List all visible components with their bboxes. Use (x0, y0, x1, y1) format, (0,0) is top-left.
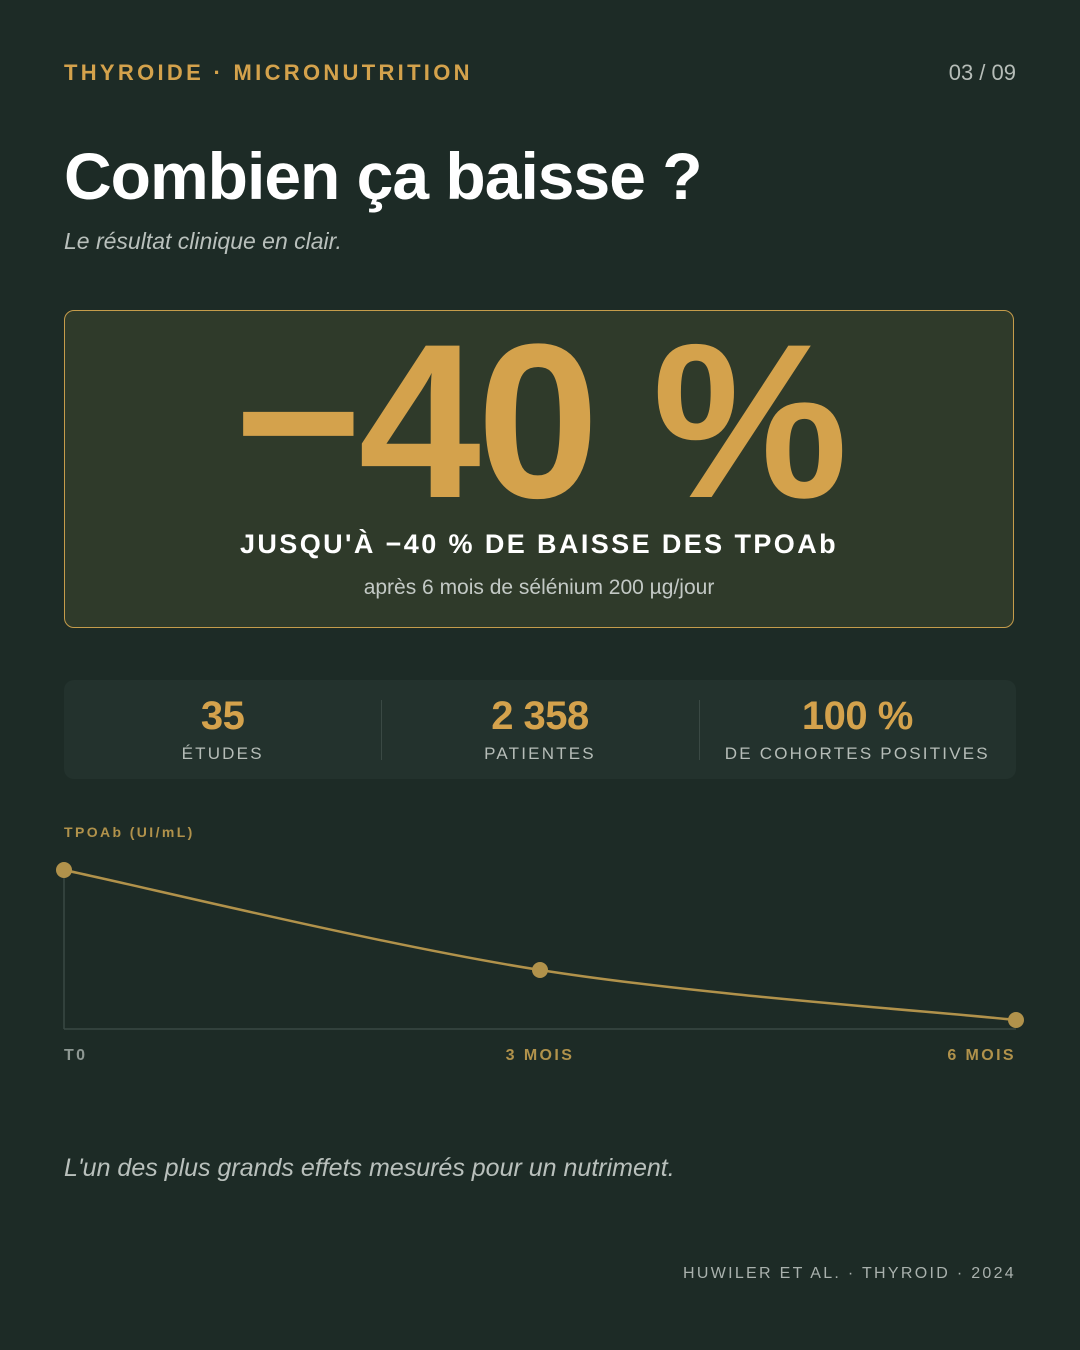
page-subtitle: Le résultat clinique en clair. (64, 228, 342, 254)
top-bar: THYROIDE · MICRONUTRITION 03 / 09 (64, 56, 1016, 90)
hero-card: −40 % JUSQU'À −40 % DE BAISSE DES TPOAb … (64, 310, 1014, 628)
category-kicker: THYROIDE · MICRONUTRITION (64, 60, 473, 85)
stat-label: PATIENTES (484, 744, 596, 763)
stats-strip: 35 ÉTUDES 2 358 PATIENTES 100 % DE COHOR… (64, 680, 1016, 779)
hero-headline: JUSQU'À −40 % DE BAISSE DES TPOAb (239, 529, 838, 559)
chart-point-3-mois (532, 962, 548, 978)
tpoab-line-chart: T0 3 MOIS 6 MOIS (56, 862, 1024, 1064)
chart-x-tick-label: 6 MOIS (947, 1047, 1016, 1064)
stat-label: ÉTUDES (181, 744, 264, 763)
chart-x-tick-label: T0 (64, 1047, 87, 1064)
stat-patients: 2 358 PATIENTES (381, 680, 698, 779)
stat-positive-cohorts: 100 % DE COHORTES POSITIVES (698, 680, 1016, 779)
closing-quote: L'un des plus grands effets mesurés pour… (64, 1154, 675, 1182)
chart-series-line (63, 868, 1017, 1022)
stat-value: 35 (200, 694, 245, 738)
chart-x-tick-label: 3 MOIS (506, 1047, 575, 1064)
hero-value: −40 % (234, 298, 848, 544)
stat-studies: 35 ÉTUDES (64, 680, 381, 779)
stat-value: 100 % (801, 694, 913, 738)
stat-value: 2 358 (491, 694, 589, 738)
source-citation: HUWILER ET AL. · THYROID · 2024 (682, 1265, 1016, 1282)
chart-point-t0 (56, 862, 72, 878)
chart-point-6-mois (1008, 1012, 1024, 1028)
stat-label: DE COHORTES POSITIVES (724, 744, 990, 763)
page-title: Combien ça baisse ? (64, 139, 703, 213)
page-indicator: 03 / 09 (948, 60, 1016, 85)
hero-subline: après 6 mois de sélénium 200 µg/jour (363, 576, 715, 599)
chart-y-axis-label: TPOAb (UI/mL) (64, 824, 195, 840)
